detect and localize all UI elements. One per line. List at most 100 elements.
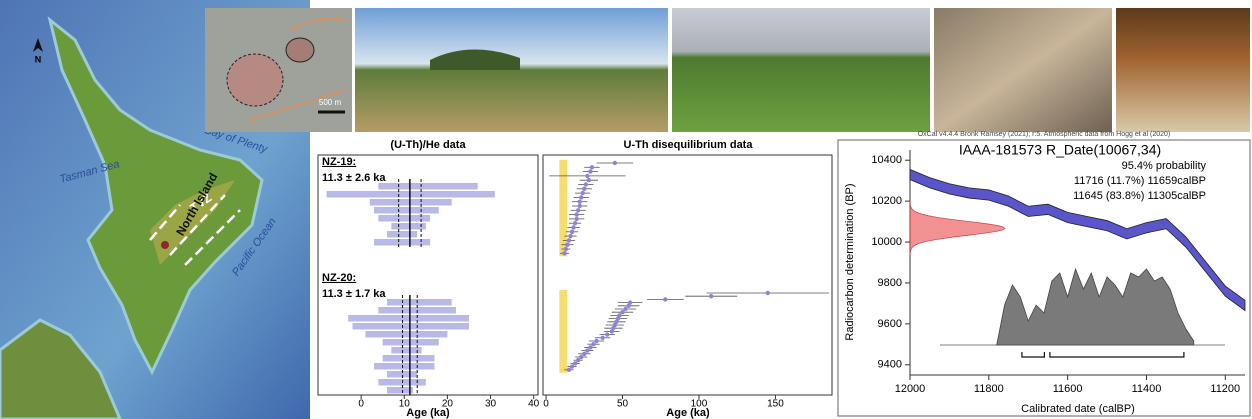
point [663, 297, 668, 302]
point [588, 345, 593, 350]
photo-lines [249, 17, 346, 121]
panel-title: (U-Th)/He data [390, 139, 466, 151]
x-tick-label: 12000 [895, 383, 926, 395]
calibrated-density [996, 267, 1195, 346]
probability-range [1049, 352, 1185, 358]
probability-label: 95.4% probability [1122, 160, 1207, 172]
point [626, 303, 631, 308]
age-range [387, 371, 418, 378]
point [579, 354, 584, 360]
point [612, 160, 618, 166]
age-range [391, 223, 426, 230]
point [562, 251, 567, 256]
point [566, 238, 572, 243]
age-range [391, 347, 422, 354]
point [591, 342, 596, 347]
point [569, 229, 575, 234]
x-axis-label: Calibrated date (calBP) [1021, 403, 1135, 415]
x-tick-label: 100 [691, 399, 708, 410]
panel-title: U-Th disequilibrium data [624, 139, 754, 151]
point [605, 332, 610, 337]
age-label: 11.3 ± 1.7 ka [322, 288, 386, 300]
point [574, 212, 579, 217]
x-tick-label: 50 [617, 399, 629, 410]
photo-strip: 500 m [205, 8, 1250, 132]
oxcal-header: OxCal v4.4.4 Bronk Ramsey (2021); r:5. A… [918, 131, 1171, 138]
scale-label: 500 m [319, 98, 342, 107]
tvz-area [150, 180, 235, 265]
age-range [365, 331, 448, 338]
age-range [387, 387, 413, 394]
south-island [0, 318, 122, 419]
panel-frame [837, 139, 1251, 417]
x-tick-label: 40 [528, 399, 540, 410]
point [623, 306, 628, 312]
x-tick-label: 11200 [1210, 383, 1240, 395]
x-tick-label: 30 [485, 399, 497, 410]
photo-soil [1116, 8, 1250, 132]
point [572, 221, 578, 226]
x-tick-label: 0 [358, 399, 364, 410]
range-label: 11645 (83.8%) 11305calBP [1073, 190, 1206, 202]
highlight-band [559, 290, 568, 373]
age-range [374, 363, 435, 370]
y-tick-label: 9600 [878, 318, 902, 330]
probability-range [1021, 352, 1045, 358]
photo-crater [226, 53, 284, 107]
point [709, 294, 714, 299]
x-tick-label: 150 [767, 399, 784, 410]
point [765, 290, 770, 296]
point [571, 225, 576, 230]
y-tick-label: 9400 [878, 359, 902, 371]
point [569, 364, 575, 369]
y-tick-label: 10000 [871, 236, 902, 248]
point [588, 169, 593, 174]
point [575, 358, 581, 363]
x-axis-label: Age (ka) [406, 407, 450, 419]
age-range [374, 207, 439, 214]
point [565, 242, 570, 247]
photo-outcrop [934, 8, 1112, 132]
x-tick-label: 11800 [974, 383, 1004, 395]
point [577, 203, 582, 209]
point [582, 186, 587, 191]
point [609, 329, 615, 334]
point [577, 199, 582, 204]
point [600, 335, 605, 340]
group-name: NZ-19: [322, 156, 356, 168]
age-range [374, 239, 431, 246]
age-range [326, 191, 495, 198]
north-island [47, 16, 264, 376]
point [583, 182, 589, 187]
y-tick-label: 10400 [871, 154, 902, 166]
age-range [382, 355, 435, 362]
point [594, 338, 599, 344]
point [580, 190, 585, 196]
photo-crater [285, 37, 315, 63]
point [574, 216, 579, 222]
highlight-band [559, 160, 568, 257]
x-tick-label: 0 [543, 399, 549, 410]
age-range [387, 299, 452, 306]
calibration-curve [909, 168, 1246, 312]
point [566, 367, 572, 372]
y-tick-label: 10200 [871, 195, 902, 207]
point [585, 173, 590, 179]
panel-frame [317, 154, 539, 396]
panel-title: IAAA-181573 R_Date(10067,34) [959, 142, 1161, 158]
point [620, 310, 625, 315]
range-label: 11716 (11.7%) 11659calBP [1074, 175, 1206, 187]
radiocarbon-density [909, 200, 1006, 257]
age-range [352, 323, 469, 330]
age-range [348, 315, 469, 322]
group-name: NZ-20: [322, 272, 356, 284]
north-label: N [35, 54, 42, 64]
point [579, 195, 584, 200]
age-range [378, 215, 431, 222]
point [582, 351, 587, 356]
photo-valley [672, 8, 930, 132]
point [563, 246, 569, 252]
tvz-outline [149, 194, 241, 266]
photo-hill [430, 49, 520, 70]
